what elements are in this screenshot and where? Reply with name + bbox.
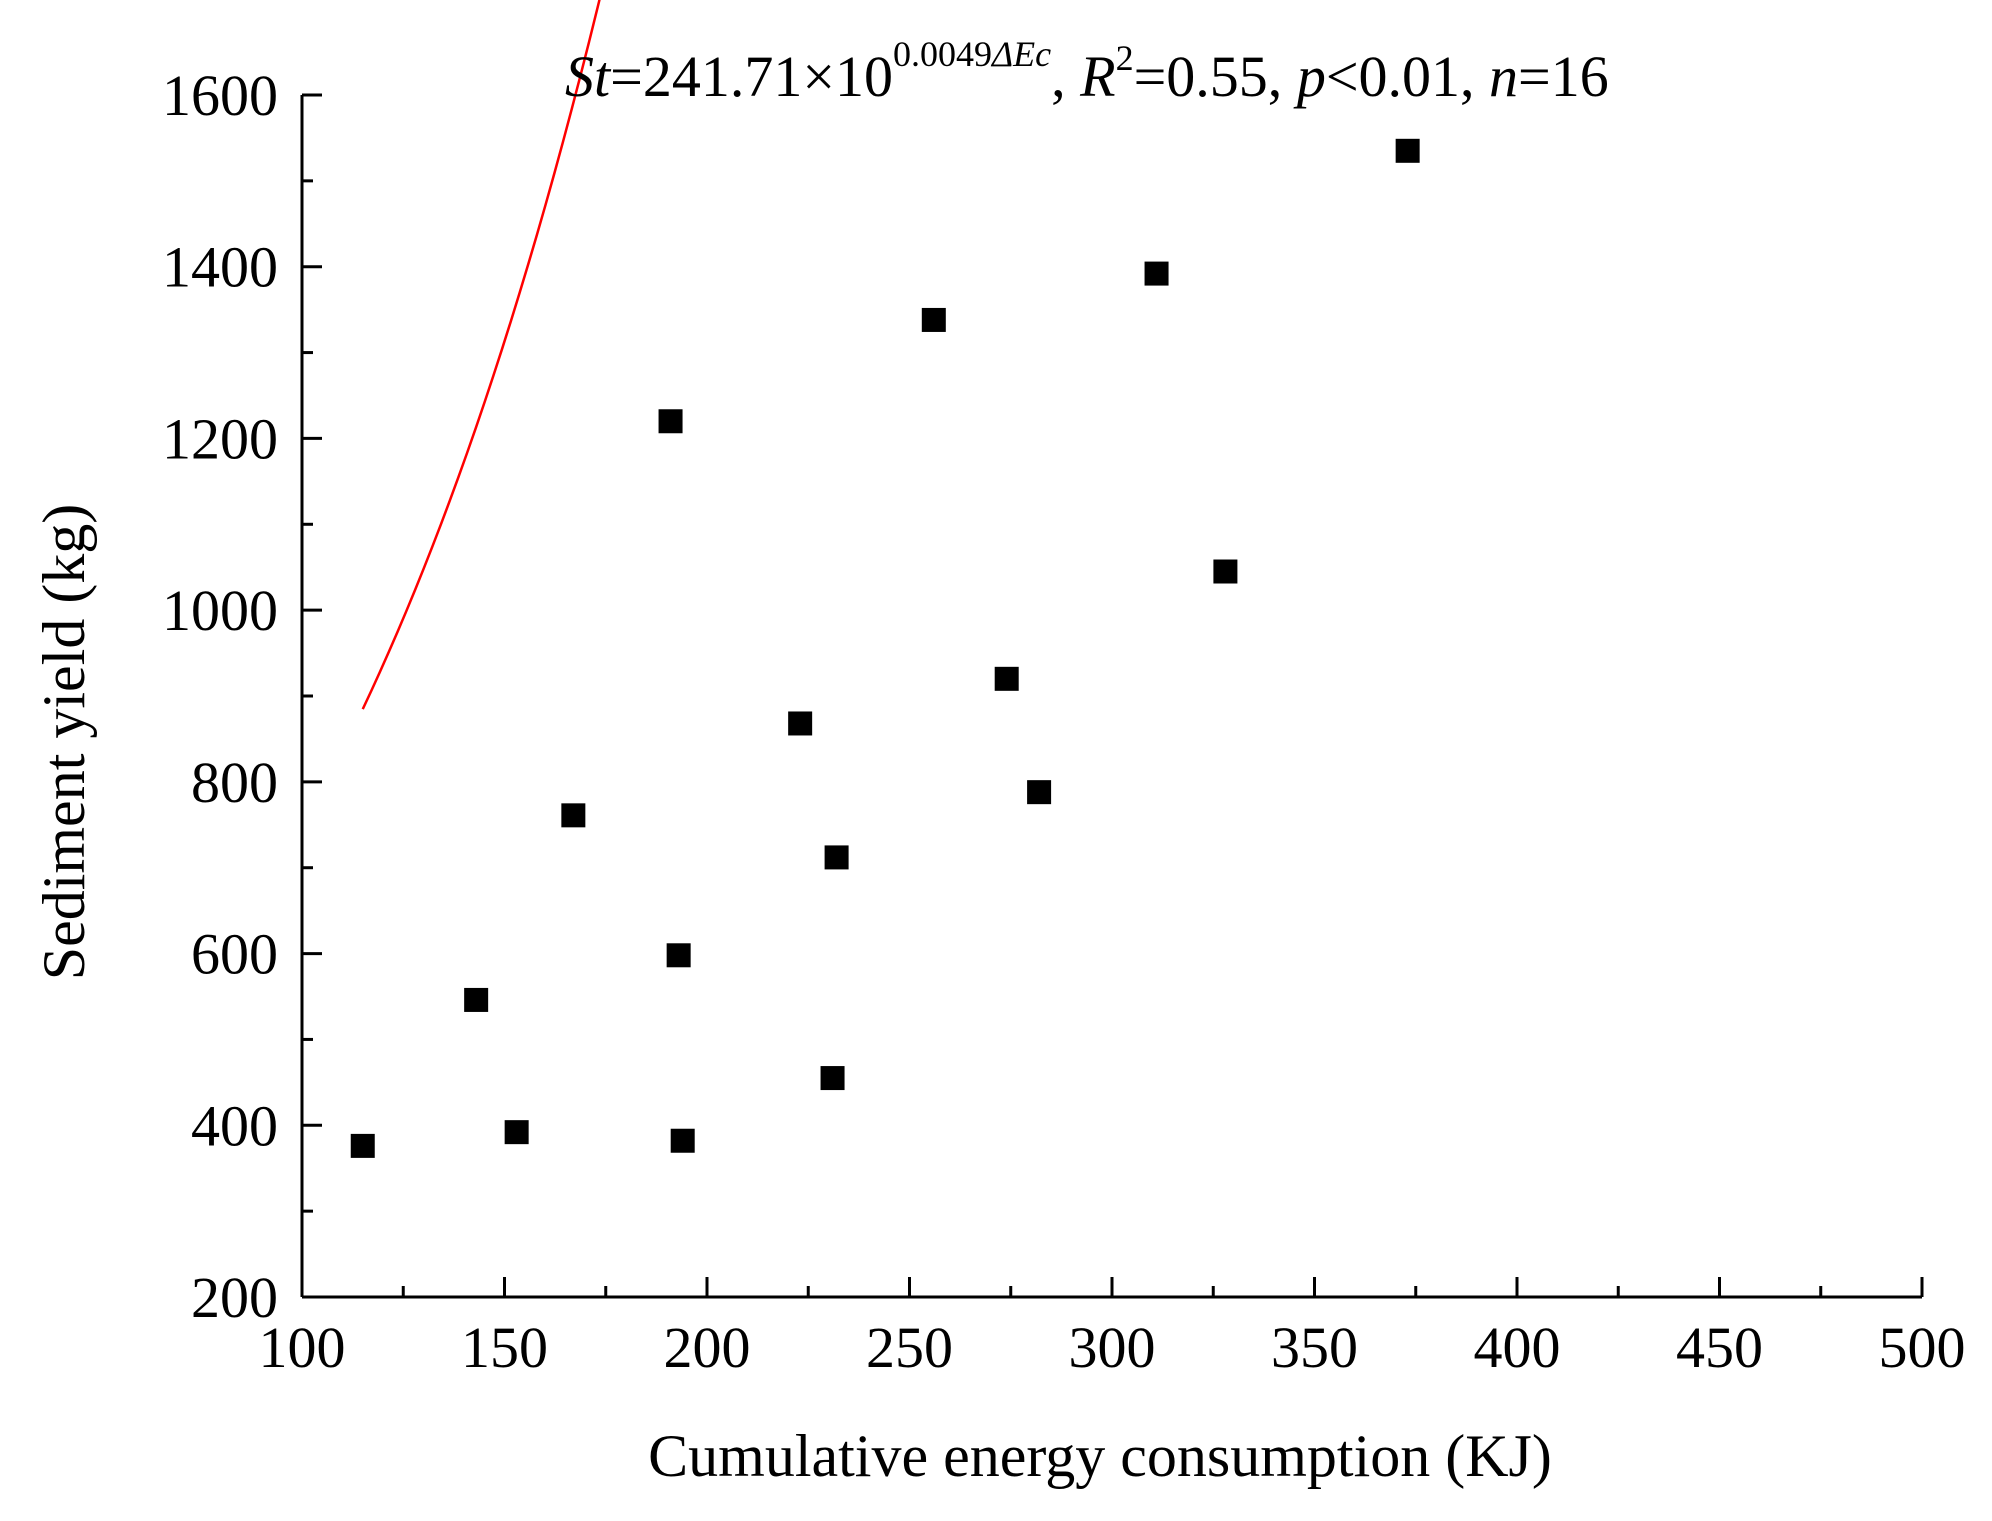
y-tick-labels: 200 400 600 800 1000 1200 1400 1600 (162, 63, 278, 1330)
x-tick-label: 400 (1474, 1315, 1561, 1380)
y-tick-label: 1200 (162, 406, 278, 471)
x-tick-label: 150 (461, 1315, 548, 1380)
equation-r-superscript: 2 (1116, 38, 1134, 78)
data-point (666, 943, 691, 968)
x-tick-labels: 100 150 200 250 300 350 400 450 500 (259, 1315, 1966, 1380)
equation-st: St (565, 44, 612, 109)
equation-exponent: 0.0049 (893, 34, 992, 74)
data-point (788, 711, 813, 736)
x-tick-label: 250 (866, 1315, 953, 1380)
equation-r-value: =0.55, (1134, 44, 1297, 109)
y-tick-label: 600 (191, 922, 278, 987)
y-axis-title: Sediment yield (kg) (31, 504, 97, 981)
major-ticks (300, 93, 1924, 1299)
data-point (464, 987, 489, 1012)
x-tick-label: 100 (259, 1315, 346, 1380)
fit-curve-line (361, 0, 601, 710)
y-tick-label: 1400 (162, 235, 278, 300)
data-point (1027, 780, 1052, 805)
data-point (1395, 138, 1420, 163)
y-tick-label: 1600 (162, 63, 278, 128)
data-point (824, 845, 849, 870)
y-tick-label: 200 (191, 1265, 278, 1330)
data-point (658, 409, 683, 434)
equation-p-value: <0.01, (1326, 44, 1489, 109)
data-point (1213, 559, 1238, 584)
y-tick-label: 800 (191, 750, 278, 815)
x-axis-title: Cumulative energy consumption (KJ) (648, 1423, 1552, 1489)
equation-annotation: St=241.71×100.0049ΔEc, R2=0.55, p<0.01, … (565, 34, 1609, 109)
data-point (994, 666, 1019, 691)
equation-comma: , (1051, 44, 1080, 109)
y-tick-label: 400 (191, 1093, 278, 1158)
equation-r: R (1079, 44, 1115, 109)
fit-curve-group (361, 0, 601, 710)
axes (300, 95, 1922, 1299)
data-point (670, 1128, 695, 1153)
data-point (820, 1066, 845, 1091)
equation-n: n (1489, 44, 1518, 109)
x-tick-label: 500 (1879, 1315, 1966, 1380)
y-tick-label: 1000 (162, 578, 278, 643)
data-point (504, 1120, 529, 1145)
equation-main: =241.71×10 (610, 44, 893, 109)
equation-p: p (1293, 44, 1326, 109)
data-point (561, 803, 586, 828)
data-points (350, 138, 1420, 1158)
equation-exponent-variable: ΔEc (990, 34, 1051, 74)
data-point (350, 1133, 375, 1158)
data-point (1144, 261, 1169, 286)
minor-ticks (302, 179, 1823, 1297)
data-point (921, 307, 946, 332)
x-tick-label: 300 (1069, 1315, 1156, 1380)
x-tick-label: 450 (1676, 1315, 1763, 1380)
x-tick-label: 350 (1271, 1315, 1358, 1380)
equation-n-value: =16 (1518, 44, 1609, 109)
x-tick-label: 200 (664, 1315, 751, 1380)
